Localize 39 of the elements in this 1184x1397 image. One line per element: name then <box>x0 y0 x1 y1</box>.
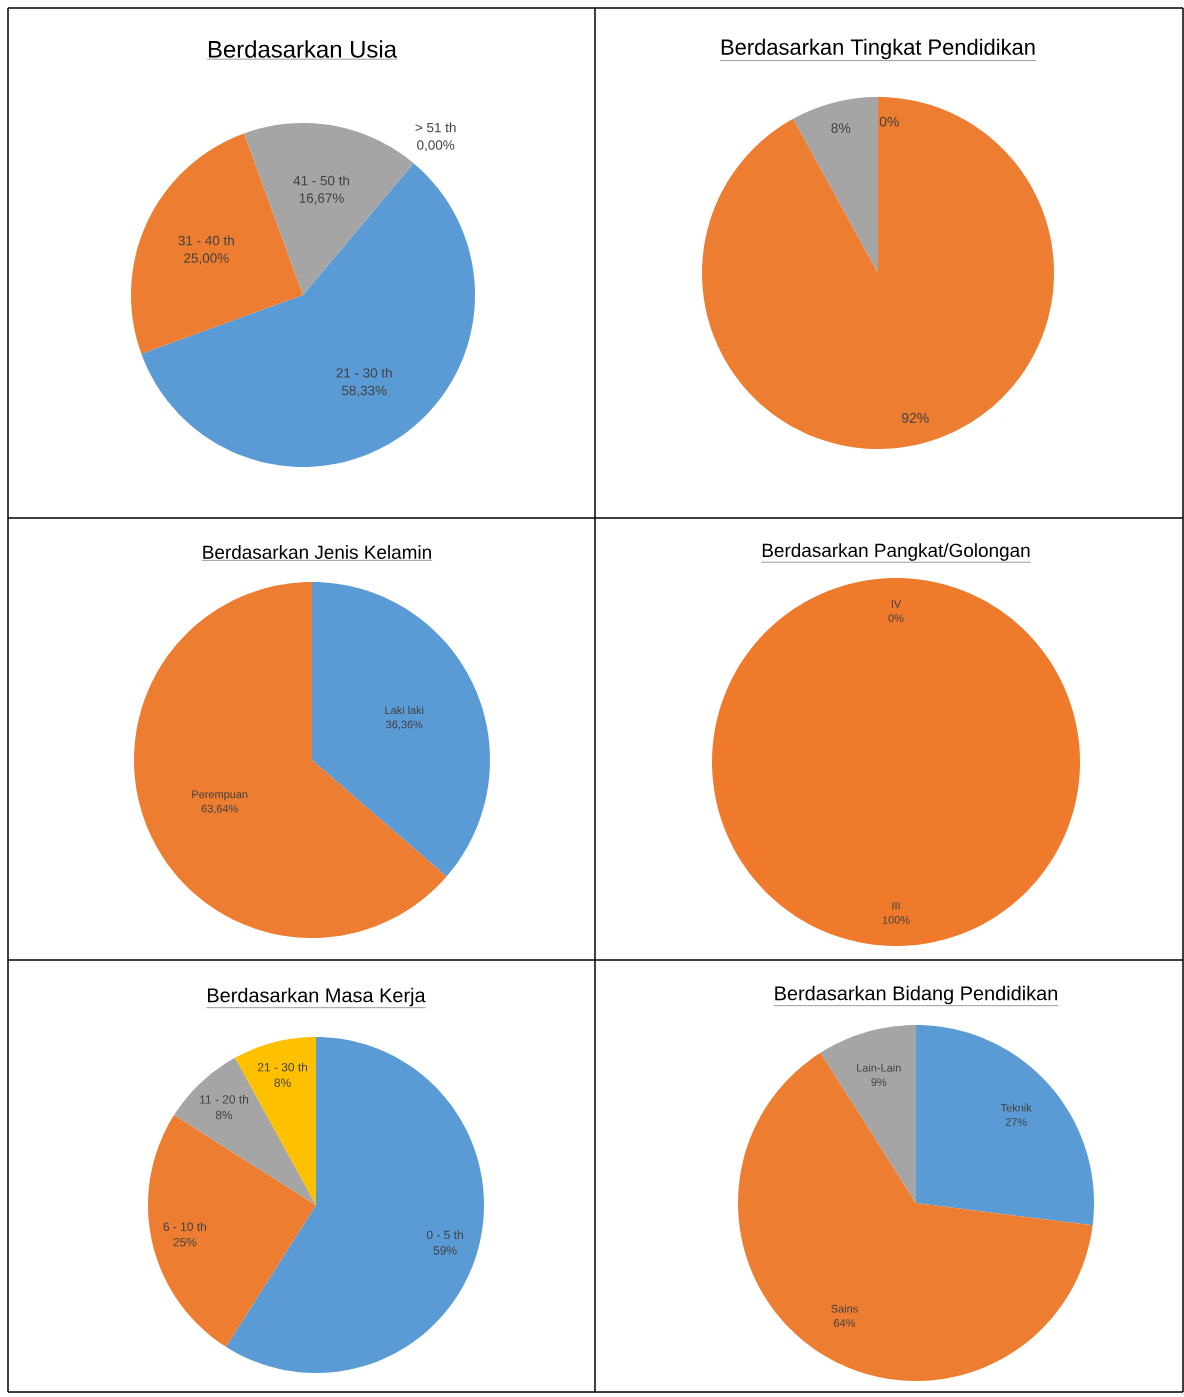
data-label: 27% <box>1005 1118 1027 1126</box>
text: 0,00% <box>417 140 455 152</box>
slice-label: 11 - 20 th <box>200 1094 249 1104</box>
slice-label: 21 - 30 th <box>257 1062 308 1072</box>
chart-title: Berdasarkan Tingkat Pendidikan <box>721 38 1035 60</box>
chart-title: Berdasarkan Usia <box>208 40 397 58</box>
slice-label: Lain-Lain <box>857 1063 901 1072</box>
slice-label: III <box>892 901 900 910</box>
chart-title: Berdasarkan Jenis Kelamin <box>203 545 431 559</box>
slice-label: Sains <box>831 1304 858 1313</box>
data-label: 59% <box>433 1246 457 1255</box>
slice-label: Teknik <box>1000 1103 1032 1112</box>
data-label: 16,67% <box>299 193 344 205</box>
data-label: 8% <box>274 1078 291 1087</box>
data-label: 100% <box>882 916 910 924</box>
slice-label: 21 - 30 th <box>336 367 392 378</box>
text: 0% <box>879 116 899 127</box>
data-label: 25,00% <box>184 253 229 265</box>
data-label: 8% <box>831 123 851 134</box>
slice-label: 0 - 5 th <box>426 1230 463 1240</box>
slice-label: 6 - 10 th <box>163 1222 206 1231</box>
data-label: 58,33% <box>341 385 387 397</box>
data-label: 64% <box>834 1319 856 1327</box>
data-label: 9% <box>871 1078 887 1086</box>
slice-label: Laki laki <box>385 706 424 715</box>
data-label: 92% <box>901 412 929 423</box>
chart-title: Berdasarkan Pangkat/Golongan <box>762 543 1030 561</box>
text: 0% <box>888 614 904 623</box>
data-label: 25% <box>173 1238 197 1247</box>
slice-label: 31 - 40 th <box>178 235 234 246</box>
chart-title: Berdasarkan Masa Kerja <box>208 987 426 1007</box>
data-label: 63,64% <box>201 804 238 814</box>
category-label: > 51 th <box>415 122 456 133</box>
category-label: IV <box>891 600 902 608</box>
data-label: 36,36% <box>386 720 423 730</box>
data-label: 8% <box>215 1110 233 1120</box>
slice-label: Perempuan <box>192 790 248 801</box>
chart-title: Berdasarkan Bidang Pendidikan <box>775 985 1057 1005</box>
slice-label: 41 - 50 th <box>293 175 350 186</box>
